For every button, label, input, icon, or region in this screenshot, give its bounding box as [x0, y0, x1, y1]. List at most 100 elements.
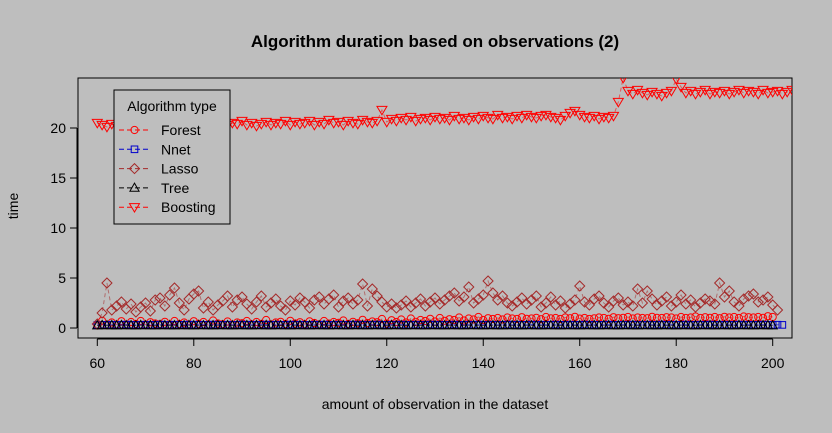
data-point [318, 119, 330, 130]
data-point [665, 86, 678, 97]
data-point [294, 292, 306, 304]
data-point [308, 120, 321, 131]
data-point [212, 299, 224, 311]
data-point [188, 288, 200, 300]
data-point [463, 281, 475, 293]
data-point [636, 88, 649, 99]
data-point [537, 315, 546, 324]
data-point [520, 110, 533, 121]
data-point [574, 280, 586, 292]
data-point [631, 283, 644, 295]
data-point [607, 111, 620, 122]
data-point [265, 297, 277, 309]
data-point [356, 115, 369, 126]
data-point [728, 87, 740, 98]
data-point [778, 321, 787, 329]
data-point [704, 295, 716, 307]
data-point [458, 113, 470, 124]
data-point [395, 113, 408, 124]
data-point [713, 277, 726, 289]
data-point [284, 120, 297, 131]
data-point [516, 292, 528, 304]
data-point [498, 315, 507, 324]
data-point [747, 87, 760, 98]
data-point [400, 295, 412, 307]
data-point [274, 119, 287, 130]
data-point [240, 120, 253, 131]
data-point [149, 294, 161, 306]
data-point [405, 301, 417, 313]
data-point [689, 301, 702, 313]
data-point [347, 118, 359, 129]
data-point [395, 299, 407, 311]
data-point [604, 314, 613, 323]
data-point [477, 111, 490, 122]
data-point [260, 117, 273, 128]
data-point [289, 117, 301, 128]
data-point [472, 293, 485, 305]
data-point [106, 304, 118, 316]
data-point [501, 297, 514, 309]
plot-frame [77, 77, 793, 339]
legend-label: Lasso [161, 161, 199, 177]
data-point [646, 293, 658, 305]
y-axis: 0 5 10 15 20 [50, 120, 78, 336]
x-tick-label: 60 [90, 355, 106, 371]
data-point [602, 113, 615, 124]
legend-marker [128, 162, 141, 175]
data-point [540, 110, 552, 121]
data-point [766, 299, 779, 311]
data-point [380, 117, 393, 128]
data-point [593, 114, 605, 125]
data-point [622, 86, 634, 97]
data-point [303, 302, 316, 314]
data-point [578, 112, 591, 123]
data-point [602, 301, 615, 313]
data-point [496, 290, 509, 302]
data-point [115, 296, 128, 308]
data-point [525, 294, 538, 306]
data-point [752, 89, 765, 100]
data-point [298, 118, 311, 129]
data-point [377, 314, 387, 324]
data-point [670, 296, 682, 308]
data-point [675, 82, 687, 93]
x-axis-label: amount of observation in the dataset [322, 396, 549, 412]
data-point [178, 304, 190, 316]
data-point [159, 300, 171, 312]
data-point [250, 296, 263, 308]
data-point [479, 315, 488, 325]
data-point [684, 86, 697, 97]
data-point [545, 291, 557, 303]
legend-marker [130, 125, 139, 135]
series-tree [91, 319, 779, 330]
y-tick-label: 15 [50, 170, 66, 186]
data-point [556, 314, 565, 324]
data-point [250, 121, 263, 132]
data-point [376, 105, 388, 116]
data-point [771, 86, 784, 97]
legend-label: Nnet [161, 141, 191, 157]
x-tick-label: 180 [665, 355, 689, 371]
data-point [622, 296, 634, 308]
data-point [747, 288, 760, 300]
data-point [168, 282, 181, 294]
legend-item-tree: Tree [119, 180, 189, 196]
data-point [424, 115, 437, 126]
data-point [718, 86, 731, 97]
data-point [646, 87, 658, 98]
data-point [501, 112, 514, 123]
data-point [660, 88, 673, 99]
data-point [419, 300, 432, 312]
data-point [728, 296, 740, 308]
data-point [385, 114, 398, 125]
data-point [655, 91, 668, 102]
data-point [342, 292, 354, 304]
x-tick-label: 80 [186, 355, 202, 371]
data-point [757, 85, 769, 96]
data-point [651, 89, 663, 100]
data-point [366, 118, 379, 129]
data-point [559, 111, 572, 122]
legend-marker [129, 182, 140, 192]
data-point [226, 301, 239, 313]
